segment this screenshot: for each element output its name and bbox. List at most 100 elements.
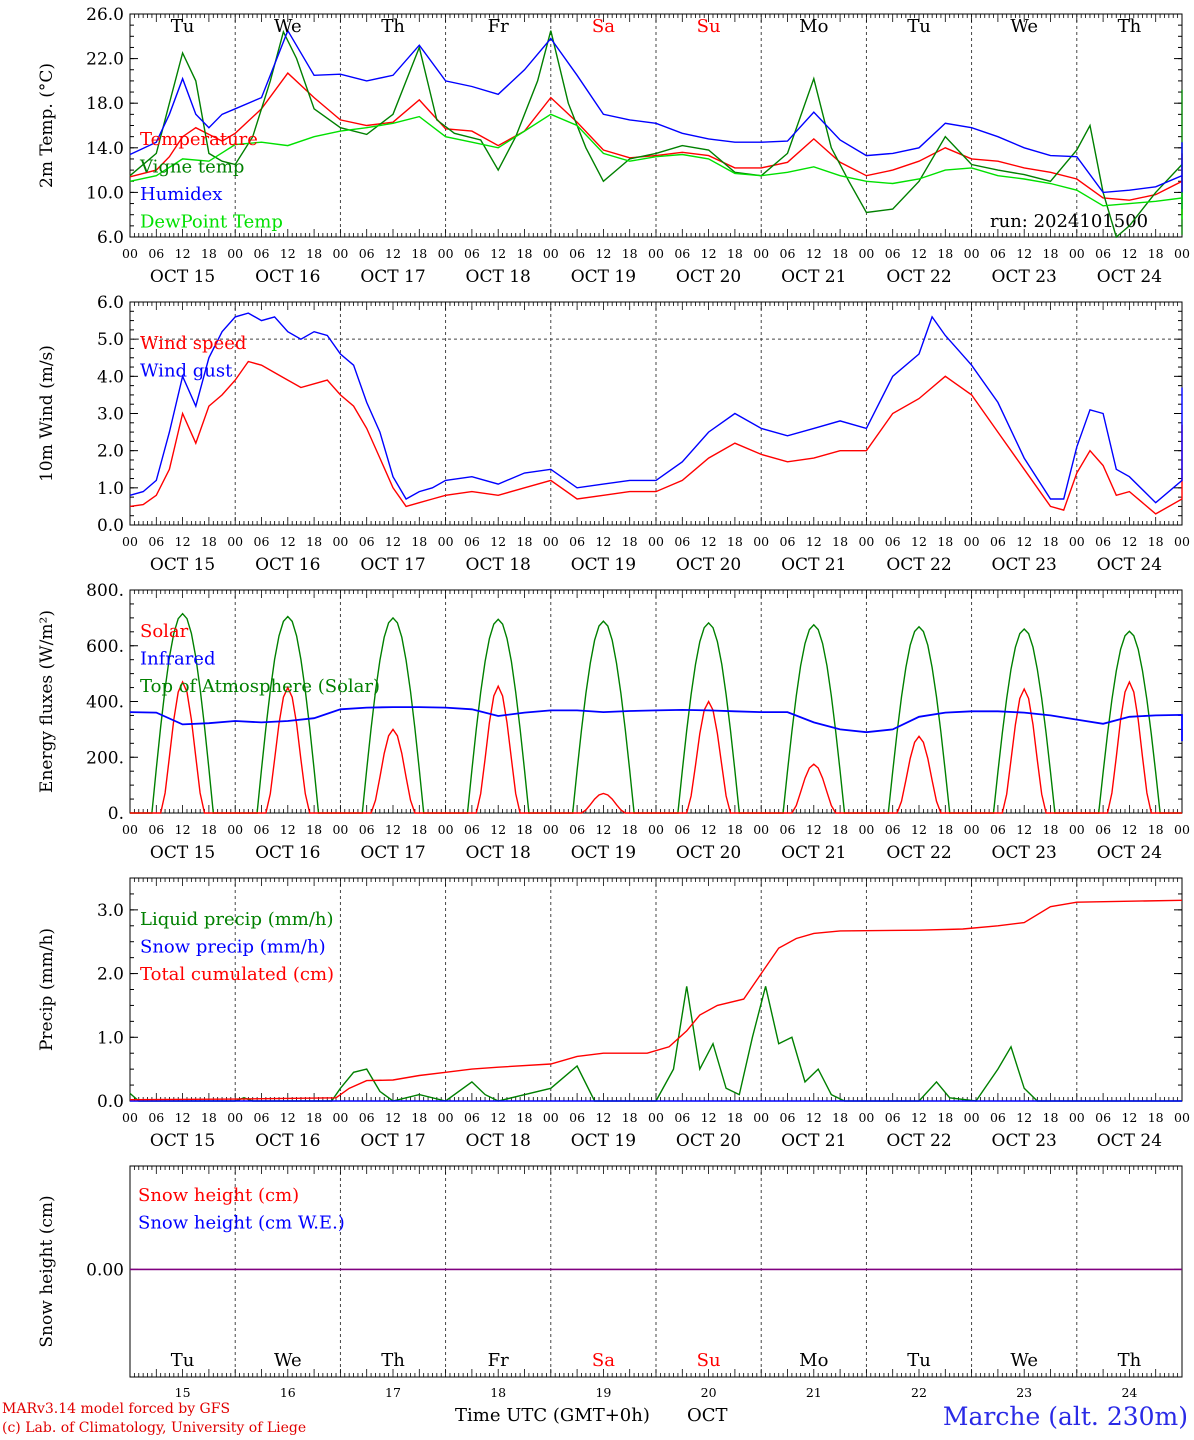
precip-hour-label: 06 [990,1110,1006,1125]
energy-hour-label: 18 [201,822,217,837]
day-number-label: 16 [280,1385,296,1400]
precip-hour-label: 12 [911,1110,927,1125]
temp-date-label: OCT 18 [466,267,531,287]
wind-date-label: OCT 20 [676,555,741,575]
precip-date-label: OCT 20 [676,1131,741,1151]
precip-hour-label: 18 [1148,1110,1164,1125]
energy-hour-label: 00 [648,822,664,837]
energy-hour-label: 12 [280,822,296,837]
energy-line-solar [130,680,1182,814]
energy-legend-item: Solar [140,621,189,642]
wind-date-label: OCT 22 [886,555,951,575]
precip-hour-label: 00 [438,1110,454,1125]
wind-ytick-label: 2.0 [97,442,124,462]
temp-hour-label: 18 [1043,246,1059,261]
energy-hour-label: 18 [832,822,848,837]
temp-hour-label: 12 [175,246,191,261]
day-of-week-label-top: Sa [592,16,615,37]
temp-ytick-label: 18.0 [86,94,124,114]
precip-date-label: OCT 16 [255,1131,320,1151]
wind-hour-label: 06 [359,534,375,549]
energy-hour-label: 06 [569,822,585,837]
station-label: Marche (alt. 230m) [942,1402,1188,1431]
precip-hour-label: 06 [359,1110,375,1125]
wind-hour-label: 06 [780,534,796,549]
temp-date-label: OCT 15 [150,267,215,287]
day-of-week-label-bottom: Su [697,1350,721,1371]
wind-hour-label: 00 [543,534,559,549]
energy-hour-label: 12 [1016,822,1032,837]
energy-ytick-label: 400. [86,693,124,713]
precip-date-label: OCT 22 [886,1131,951,1151]
precip-hour-label: 00 [858,1110,874,1125]
temp-hour-label: 00 [1174,246,1190,261]
wind-hour-label: 06 [569,534,585,549]
wind-hour-label: 18 [306,534,322,549]
precip-hour-label: 00 [122,1110,138,1125]
wind-line-wind-speed [129,360,1183,515]
wind-ytick-label: 1.0 [97,479,124,499]
temp-legend-item: Temperature [140,129,258,150]
precip-legend-item: Liquid precip (mm/h) [140,909,334,930]
temp-ytick-label: 22.0 [86,50,124,70]
energy-date-label: OCT 22 [886,843,951,863]
precip-y-axis-title: Precip (mm/h) [37,928,57,1051]
wind-hour-label: 18 [201,534,217,549]
temp-hour-label: 00 [648,246,664,261]
precip-line-total-cumulated-cm [129,899,1183,1101]
wind-hour-label: 00 [227,534,243,549]
energy-legend-item: Top of Atmosphere (Solar) [140,676,380,697]
energy-hour-label: 12 [806,822,822,837]
temp-date-label: OCT 22 [886,267,951,287]
energy-hour-label: 18 [517,822,533,837]
wind-date-label: OCT 24 [1097,555,1162,575]
wind-hour-label: 18 [727,534,743,549]
temp-hour-label: 18 [1148,246,1164,261]
wind-hour-label: 06 [674,534,690,549]
temp-hour-label: 06 [1095,246,1111,261]
day-number-label: 20 [701,1385,717,1400]
temp-line-temperature [129,72,1183,215]
day-number-label: 23 [1016,1385,1032,1400]
day-of-week-label-bottom: Th [381,1350,405,1371]
snow-legend-item: Snow height (cm W.E.) [138,1213,345,1234]
precip-date-label: OCT 21 [781,1131,846,1151]
temp-legend-item: Vigne temp [139,157,244,178]
precip-legend-item: Snow precip (mm/h) [140,937,326,958]
energy-hour-label: 18 [622,822,638,837]
day-of-week-label-bottom: Sa [592,1350,615,1371]
temp-hour-label: 00 [122,246,138,261]
temp-hour-label: 00 [753,246,769,261]
temp-hour-label: 12 [595,246,611,261]
wind-ytick-label: 5.0 [97,330,124,350]
wind-hour-label: 00 [648,534,664,549]
temp-hour-label: 18 [622,246,638,261]
energy-ytick-label: 600. [86,637,124,657]
wind-hour-label: 06 [464,534,480,549]
temp-hour-label: 00 [332,246,348,261]
wind-hour-label: 12 [701,534,717,549]
precip-hour-label: 18 [306,1110,322,1125]
day-of-week-label-top: Mo [799,16,828,37]
precip-hour-label: 12 [385,1110,401,1125]
day-of-week-label-top: Su [697,16,721,37]
snow-y-axis-title: Snow height (cm) [37,1195,57,1347]
precip-line-liquid-precip-mm-h [129,986,1182,1102]
temp-hour-label: 12 [1016,246,1032,261]
temp-hour-label: 18 [201,246,217,261]
wind-ytick-label: 0.0 [97,516,124,536]
precip-hour-label: 06 [148,1110,164,1125]
temp-hour-label: 18 [411,246,427,261]
energy-panel-frame [129,589,1183,814]
temp-hour-label: 06 [254,246,270,261]
energy-hour-label: 06 [359,822,375,837]
temp-date-label: OCT 23 [992,267,1057,287]
energy-hour-label: 00 [332,822,348,837]
energy-hour-label: 06 [885,822,901,837]
wind-hour-label: 00 [858,534,874,549]
temp-hour-label: 06 [464,246,480,261]
energy-date-label: OCT 19 [571,843,636,863]
precip-hour-label: 00 [1069,1110,1085,1125]
precip-hour-label: 12 [701,1110,717,1125]
precip-hour-label: 06 [254,1110,270,1125]
